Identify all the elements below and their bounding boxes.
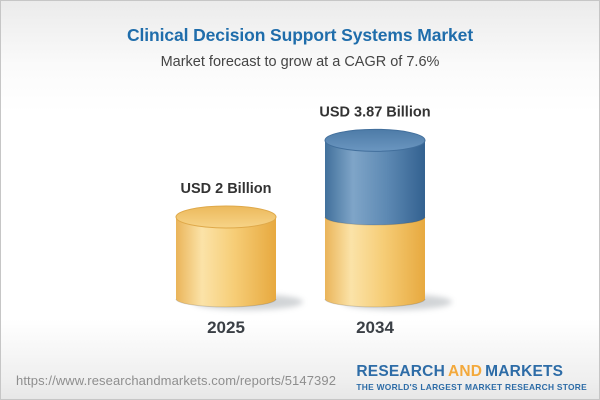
bar-value-label-2034: USD 3.87 Billion (319, 104, 430, 120)
cylinder-bottom-rim-2025-yellow (175, 298, 277, 308)
bar-value-label-2025: USD 2 Billion (180, 181, 271, 197)
cylinder-segment-2034-blue (325, 140, 425, 225)
logo-word-research: RESEARCH (356, 363, 445, 381)
chart-subtitle: Market forecast to grow at a CAGR of 7.6… (160, 54, 440, 70)
logo-wordmark: RESEARCH AND MARKETS (356, 364, 587, 380)
year-label-2034: 2034 (356, 318, 394, 337)
cylinder-bottom-rim-2034-blue (324, 216, 426, 226)
cylinder-segment-2034-yellow (325, 217, 425, 307)
cylinder-bottom-rim-2034-yellow (324, 298, 426, 308)
cylinder-cap-2034 (324, 128, 426, 152)
logo-word-markets: MARKETS (485, 363, 564, 381)
report-url: https://www.researchandmarkets.com/repor… (16, 373, 337, 388)
research-and-markets-logo: RESEARCH AND MARKETS THE WORLD'S LARGEST M… (356, 364, 587, 391)
footer: https://www.researchandmarkets.com/repor… (1, 364, 599, 399)
chart-title: Clinical Decision Support Systems Market (126, 25, 474, 45)
cylinder-cap-2025 (175, 205, 277, 229)
year-label-2025: 2025 (207, 318, 245, 337)
cylinder-segment-2025-yellow (176, 217, 276, 307)
chart-header: Clinical Decision Support Systems Market… (1, 1, 599, 70)
logo-word-and: AND (447, 363, 483, 381)
logo-tagline: THE WORLD'S LARGEST MARKET RESEARCH STOR… (356, 381, 587, 392)
